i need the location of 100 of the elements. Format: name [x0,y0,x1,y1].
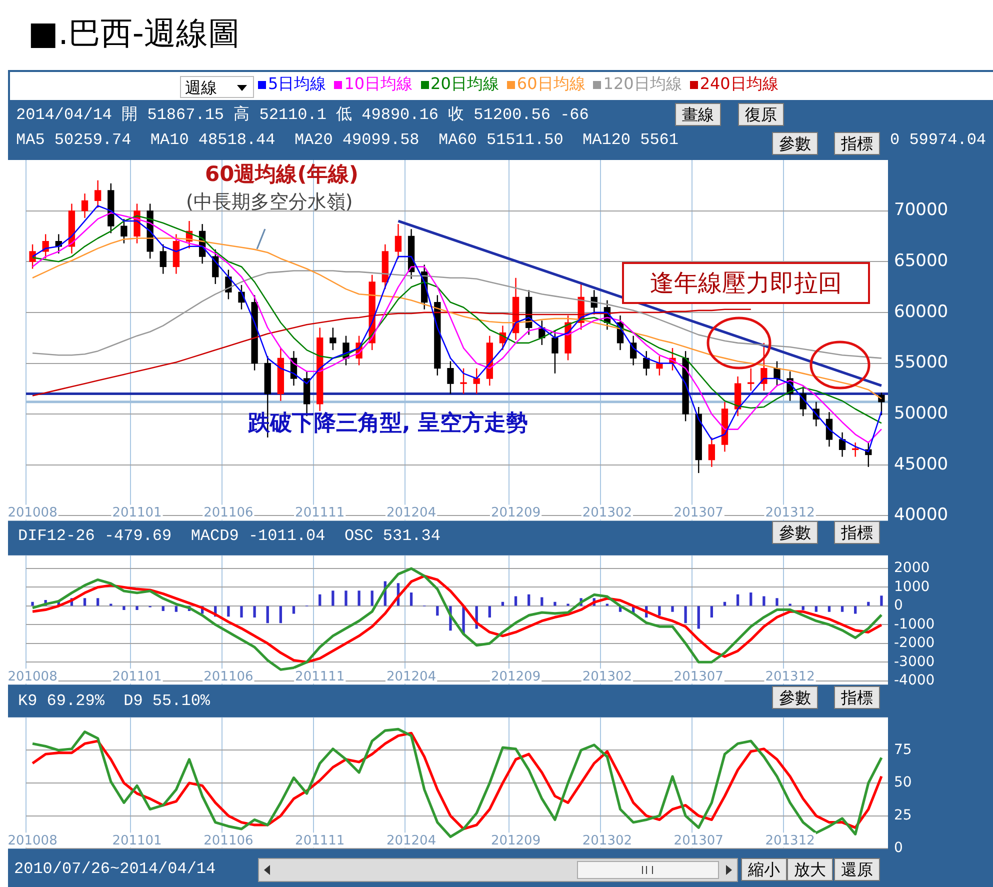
legend-label: 60日均線 [516,74,586,95]
button: 指標 [834,521,880,544]
legend-label: 20日均線 [430,74,499,95]
y-tick-label: 50 [894,774,912,791]
bar [880,596,883,606]
y-tick-label: -4000 [894,672,935,688]
legend-label: 10日均線 [344,74,413,95]
x-tick-label: 201307 [674,506,724,521]
y-tick-label: 55000 [894,352,948,373]
note-box: 逢年線壓力即拉回 [622,262,870,304]
x-tick-label: 201302 [582,506,632,521]
candlestick [447,360,454,394]
x-tick-label: 201209 [490,506,541,521]
bar [240,606,243,618]
bar [488,606,491,618]
bar [31,602,34,606]
button: 復原 [738,103,784,126]
bar [370,590,374,606]
button: 參數 [772,132,818,155]
x-tick-label: 201204 [386,669,436,684]
x-tick-label: 201204 [386,506,436,521]
bar [828,606,831,612]
x-tick-label: 201312 [765,833,815,848]
text: DIF12-26 -479.69 MACD9 -1011.04 OSC 531.34 [18,527,440,545]
button: 縮小 [741,858,787,881]
y-tick-label: 65000 [894,251,948,272]
x-tick-label: 201307 [674,833,724,848]
x-tick-label: 201209 [490,833,541,848]
candlestick [552,330,558,374]
button: 參數 [772,521,818,544]
text: K9 69.29% D9 55.10% [18,692,210,710]
bar [332,590,334,606]
bar [723,602,726,606]
y-tick-label: -1000 [894,616,935,632]
text: 0 59974.04 [890,131,986,149]
x-tick-label: 201101 [112,669,162,684]
candlestick [120,218,128,244]
y-tick-label: -2000 [894,635,935,652]
bar [776,598,778,606]
bar [410,592,413,606]
candlestick [394,223,402,260]
bar [279,606,282,624]
x-tick-label: 201101 [112,833,162,848]
bar [266,606,269,624]
y-tick-label: 60000 [894,302,948,322]
bar [710,606,714,618]
y-tick-label: 40000 [894,505,948,526]
bar [514,596,518,606]
x-tick-label: 201111 [295,833,345,848]
y-tick-label: 25 [894,807,912,824]
bar [684,606,687,624]
bar [854,606,857,614]
bar [554,602,556,606]
bar [802,606,804,610]
candlestick [708,436,716,468]
bar [540,597,544,606]
bar [318,594,322,606]
bar [162,606,164,611]
x-tick-label: 201008 [8,506,58,521]
bar [358,590,360,606]
y-tick-label: 2000 [894,560,930,576]
bar [736,594,740,606]
annotation: 60週均線(年線) [205,161,358,188]
y-tick-label: 45000 [894,454,948,474]
button: 還原 [834,858,880,881]
x-tick-label: 201312 [765,669,815,684]
bar [750,592,752,606]
bar [697,606,700,629]
period-select: 週線 [180,76,254,98]
legend-label: 5日均線 [268,74,326,95]
x-tick-label: 201111 [295,669,345,684]
candlestick [94,180,102,208]
bar [227,606,230,617]
bar [96,598,100,606]
x-tick-label: 201302 [582,833,632,848]
x-tick-label: 201106 [204,669,254,684]
y-tick-label: 0 [894,840,903,856]
bar [344,590,348,606]
candlestick [330,327,336,351]
x-tick-label: 201101 [112,506,162,521]
x-tick-label: 201106 [204,833,254,848]
y-tick-label: 50000 [894,404,948,424]
x-tick-label: 201302 [582,669,632,684]
button: 畫線 [675,103,721,126]
chart-title: ■.巴西-週線圖 [28,13,240,54]
candlestick [81,192,88,219]
button: 指標 [834,132,880,155]
x-tick-label: 201209 [490,669,541,684]
candlestick [460,368,467,394]
x-tick-label: 201307 [674,669,724,684]
y-tick-label: 70000 [894,200,948,220]
y-tick-label: 75 [894,742,912,758]
y-tick-label: 1000 [894,578,930,595]
text: MA5 50259.74 MA10 48518.44 MA20 49099.58 MA60 51511.50 MA120 5561 [16,131,679,149]
candlestick [160,244,166,274]
bar [671,606,674,612]
x-tick-label: 201008 [8,669,58,684]
x-tick-label: 201111 [295,506,345,521]
bar [501,602,504,606]
text: 2010/07/26~2014/04/14 [14,860,216,878]
